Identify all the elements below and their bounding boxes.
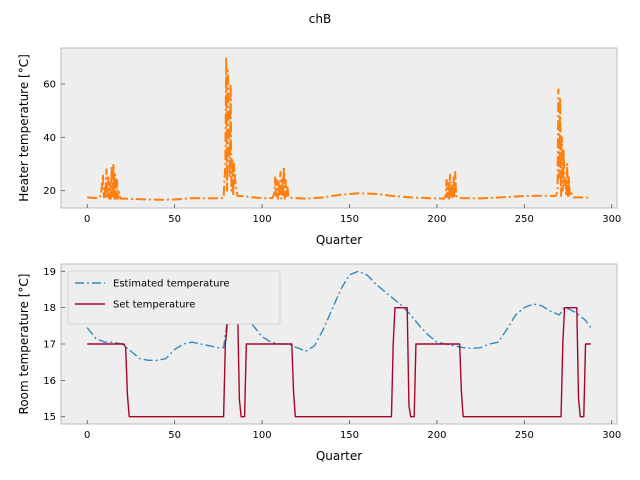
x-tick-label: 250 bbox=[515, 430, 534, 441]
x-tick-label: 150 bbox=[340, 430, 359, 441]
x-tick-label: 200 bbox=[427, 430, 446, 441]
x-tick-label: 300 bbox=[602, 430, 621, 441]
heater-temperature-axes: 0 50 100 150 200 250 300 20 40 60 Quarter Heater te… bbox=[17, 47, 621, 247]
y-axis-label: Room temperature [°C] bbox=[17, 274, 31, 415]
x-tick-label: 250 bbox=[515, 214, 534, 225]
series-line-0 bbox=[86, 270, 592, 362]
y-tick-label: 40 bbox=[43, 133, 56, 144]
legend-label: Set temperature bbox=[113, 300, 195, 311]
x-tick-label: 150 bbox=[340, 214, 359, 225]
series-line-0 bbox=[87, 56, 591, 201]
y-tick-label: 18 bbox=[43, 303, 56, 314]
y-tick-label: 15 bbox=[43, 412, 56, 423]
room-temperature-axes: 0 50 100 150 200 250 300 15 16 17 18 19 Quarter Room … bbox=[17, 263, 621, 463]
legend-label: Estimated temperature bbox=[113, 279, 230, 290]
legend bbox=[67, 270, 281, 325]
x-tick-label: 300 bbox=[602, 214, 621, 225]
y-tick-label: 19 bbox=[43, 267, 56, 278]
y-tick-label: 17 bbox=[43, 340, 56, 351]
x-tick-label: 50 bbox=[168, 430, 181, 441]
x-tick-label: 200 bbox=[427, 214, 446, 225]
series-line-1 bbox=[87, 306, 591, 418]
y-tick-label: 20 bbox=[43, 186, 56, 197]
y-tick-label: 16 bbox=[43, 376, 56, 387]
x-tick-label: 100 bbox=[253, 214, 272, 225]
x-axis-label: Quarter bbox=[316, 233, 362, 247]
plot-area bbox=[60, 47, 618, 209]
x-tick-label: 0 bbox=[84, 214, 90, 225]
y-axis-label: Heater temperature [°C] bbox=[17, 54, 31, 202]
x-tick-label: 100 bbox=[253, 430, 272, 441]
x-tick-label: 0 bbox=[84, 430, 90, 441]
figure-title: chB bbox=[309, 12, 331, 26]
x-tick-label: 50 bbox=[168, 214, 181, 225]
y-tick-label: 60 bbox=[43, 80, 56, 91]
x-axis-label: Quarter bbox=[316, 449, 362, 463]
